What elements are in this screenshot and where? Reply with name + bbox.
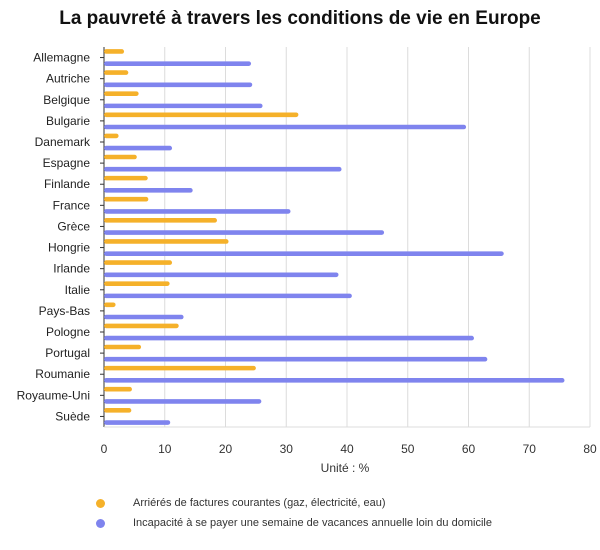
y-tick-label: Hongrie [48, 241, 90, 255]
x-tick-label: 60 [462, 442, 476, 456]
bar-arrears [104, 175, 148, 181]
bar-vacations [104, 124, 467, 130]
bar-arrears [104, 49, 125, 54]
bar-arrears [104, 133, 119, 139]
y-tick-label: Autriche [46, 72, 90, 86]
y-tick-label: Italie [65, 283, 91, 297]
x-axis-title: Unité : % [321, 461, 370, 475]
bar-arrears [104, 386, 132, 392]
bar-vacations [104, 188, 193, 193]
bar-arrears [104, 112, 299, 118]
bar-vacations [104, 166, 342, 172]
bar-vacations [104, 335, 474, 341]
legend-marker-icon [96, 518, 105, 528]
y-tick-label: Grèce [57, 219, 90, 233]
y-tick-label: Finlande [44, 177, 90, 191]
y-tick-label: Belgique [43, 93, 90, 107]
bar-arrears [104, 344, 142, 350]
y-tick-label: Danemark [35, 135, 91, 149]
bar-vacations [104, 314, 184, 320]
legend-item-vacations: Incapacité à se payer une semaine de vac… [96, 513, 492, 533]
legend-marker-icon [96, 498, 105, 508]
bar-arrears [104, 70, 129, 75]
bar-arrears [104, 196, 149, 202]
bar-arrears [104, 365, 256, 371]
y-tick-label: Allemagne [33, 51, 90, 65]
y-tick-label: Portugal [45, 346, 90, 360]
bar-arrears [104, 323, 179, 329]
bar-vacations [104, 103, 263, 109]
x-tick-label: 0 [101, 442, 108, 456]
legend-label: Arriérés de factures courantes (gaz, éle… [133, 497, 386, 509]
y-tick-label: Suède [55, 409, 90, 423]
bar-arrears [104, 281, 170, 286]
x-tick-label: 80 [583, 442, 597, 456]
x-tick-label: 30 [280, 442, 294, 456]
bar-arrears [104, 302, 116, 308]
bar-vacations [104, 378, 565, 383]
legend-item-arrears: Arriérés de factures courantes (gaz, éle… [96, 493, 492, 513]
bar-vacations [104, 399, 262, 404]
y-tick-label: Espagne [43, 156, 91, 170]
x-tick-label: 10 [158, 442, 172, 456]
x-tick-label: 20 [219, 442, 233, 456]
y-tick-label: Pologne [46, 325, 90, 339]
y-tick-label: Bulgarie [46, 114, 90, 128]
bar-vacations [104, 145, 173, 151]
bar-vacations [104, 272, 339, 278]
legend-label: Incapacité à se payer une semaine de vac… [133, 517, 492, 529]
bar-vacations [104, 230, 385, 235]
y-tick-label: Irlande [53, 262, 90, 276]
bar-vacations [104, 251, 504, 256]
bar-vacations [104, 420, 171, 425]
x-tick-label: 40 [340, 442, 354, 456]
bar-vacations [104, 209, 291, 214]
bar-arrears [104, 408, 132, 413]
bar-arrears [104, 91, 139, 96]
bar-vacations [104, 293, 352, 299]
x-tick-label: 70 [523, 442, 537, 456]
chart-title: La pauvreté à travers les conditions de … [59, 8, 541, 29]
bar-arrears [104, 260, 173, 265]
y-tick-label: Roumanie [35, 367, 90, 381]
bar-arrears [104, 154, 137, 160]
bar-arrears [104, 239, 229, 244]
y-tick-label: France [53, 198, 91, 212]
bar-vacations [104, 356, 488, 362]
bar-arrears [104, 218, 217, 223]
x-tick-label: 50 [401, 442, 415, 456]
legend: Arriérés de factures courantes (gaz, éle… [96, 493, 492, 533]
bar-vacations [104, 82, 253, 88]
bar-vacations [104, 61, 252, 66]
y-tick-label: Pays-Bas [39, 304, 90, 318]
y-tick-label: Royaume-Uni [17, 388, 90, 402]
